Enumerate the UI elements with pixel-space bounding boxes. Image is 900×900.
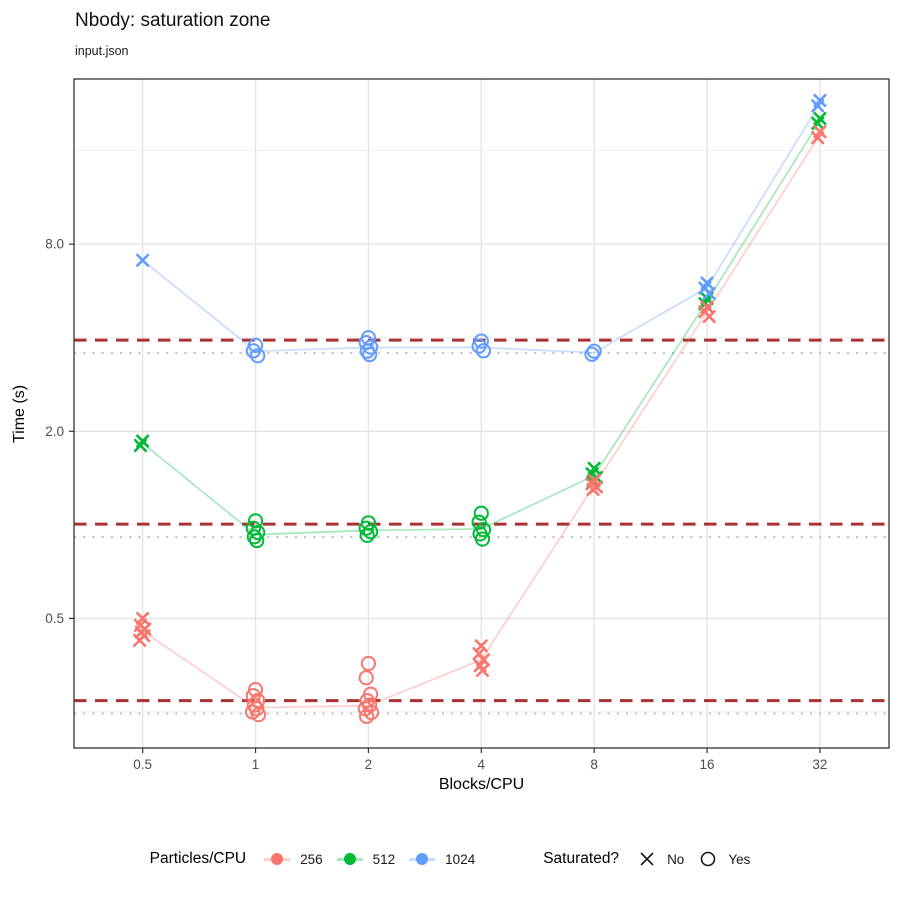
color-legend-item-256: 256 [264,851,323,867]
legend-dot-icon [409,851,436,867]
x-mark-icon [640,852,654,866]
legend-dot-icon [264,851,291,867]
data-point-circle-256 [363,704,380,721]
data-point-circle-1024 [363,339,379,355]
data-point-circle-512 [247,513,264,529]
x-tick-label: 1 [252,757,260,772]
data-point-circle-512 [358,520,374,536]
shape-legend-item-yes: Yes [698,849,750,869]
data-point-x-256 [476,653,491,667]
shape-legend-label: No [667,851,685,867]
data-point-circle-512 [475,522,492,538]
data-point-circle-512 [359,527,375,543]
shape-legend-items: No Yes [637,849,750,869]
color-legend-label: 512 [372,851,396,867]
data-point-circle-1024 [362,347,378,363]
data-point-circle-256 [250,707,267,723]
color-legend-label: 1024 [445,851,476,867]
x-axis-title: Blocks/CPU [438,776,525,793]
data-point-circle-512 [249,532,265,549]
data-point-circle-1024 [475,343,492,359]
data-point-circle-256 [359,708,375,724]
color-legend-items: 256 512 1024 [264,851,475,867]
data-point-circle-256 [362,697,378,713]
data-point-x-256 [475,663,490,678]
data-point-circle-1024 [245,343,261,359]
data-point-x-256 [811,131,825,145]
shape-legend-item-no: No [637,849,684,869]
data-point-x-256 [702,309,716,324]
data-point-circle-512 [363,524,379,540]
data-point-x-1024 [811,99,825,113]
data-point-circle-512 [471,514,487,530]
data-point-circle-512 [473,505,489,521]
data-point-x-1024 [702,286,716,301]
y-tick-label: 8.0 [45,237,64,252]
shape-legend-title: Saturated? [543,850,620,867]
chart-title: Nbody: saturation zone [75,10,271,31]
y-tick-label: 2.0 [45,424,64,439]
y-axis-title: Time (s) [11,384,28,444]
data-point-circle-1024 [584,346,600,362]
data-point-circle-1024 [586,343,602,359]
shape-legend-label: Yes [728,851,751,867]
data-point-circle-1024 [471,338,487,354]
legend: Particles/CPU 256 512 1024 Saturated? No Ye… [0,838,900,880]
data-point-circle-512 [474,531,491,547]
data-point-x-512 [133,438,148,453]
y-tick-label: 0.5 [45,611,64,626]
color-legend-item-512: 512 [336,851,396,867]
x-tick-label: 0.5 [133,757,152,772]
color-legend-item-1024: 1024 [409,851,475,867]
data-point-circle-256 [358,670,374,686]
color-legend-label: 256 [300,851,323,867]
x-tick-label: 2 [365,757,373,772]
data-point-x-1024 [136,253,150,267]
x-tick-label: 32 [812,757,827,772]
open-circle-icon [701,851,716,867]
data-point-circle-512 [250,524,266,541]
x-tick-label: 4 [478,757,486,772]
data-point-x-256 [133,633,147,647]
plot-area: 0.5 1 2 4 8 16 32 0.5 2.0 8.0 [45,78,890,772]
data-point-circle-256 [246,697,262,713]
x-tick-label: 16 [700,757,715,772]
data-point-circle-1024 [359,343,375,359]
x-tick-label: 8 [590,757,598,772]
data-point-x-256 [136,611,150,625]
chart-subtitle: input.json [75,44,129,58]
legend-dot-icon [336,851,363,867]
data-point-circle-256 [249,701,265,717]
data-point-circle-1024 [250,348,266,364]
data-point-x-256 [586,482,600,497]
data-point-circle-256 [360,655,377,672]
color-legend-title: Particles/CPU [149,850,247,867]
